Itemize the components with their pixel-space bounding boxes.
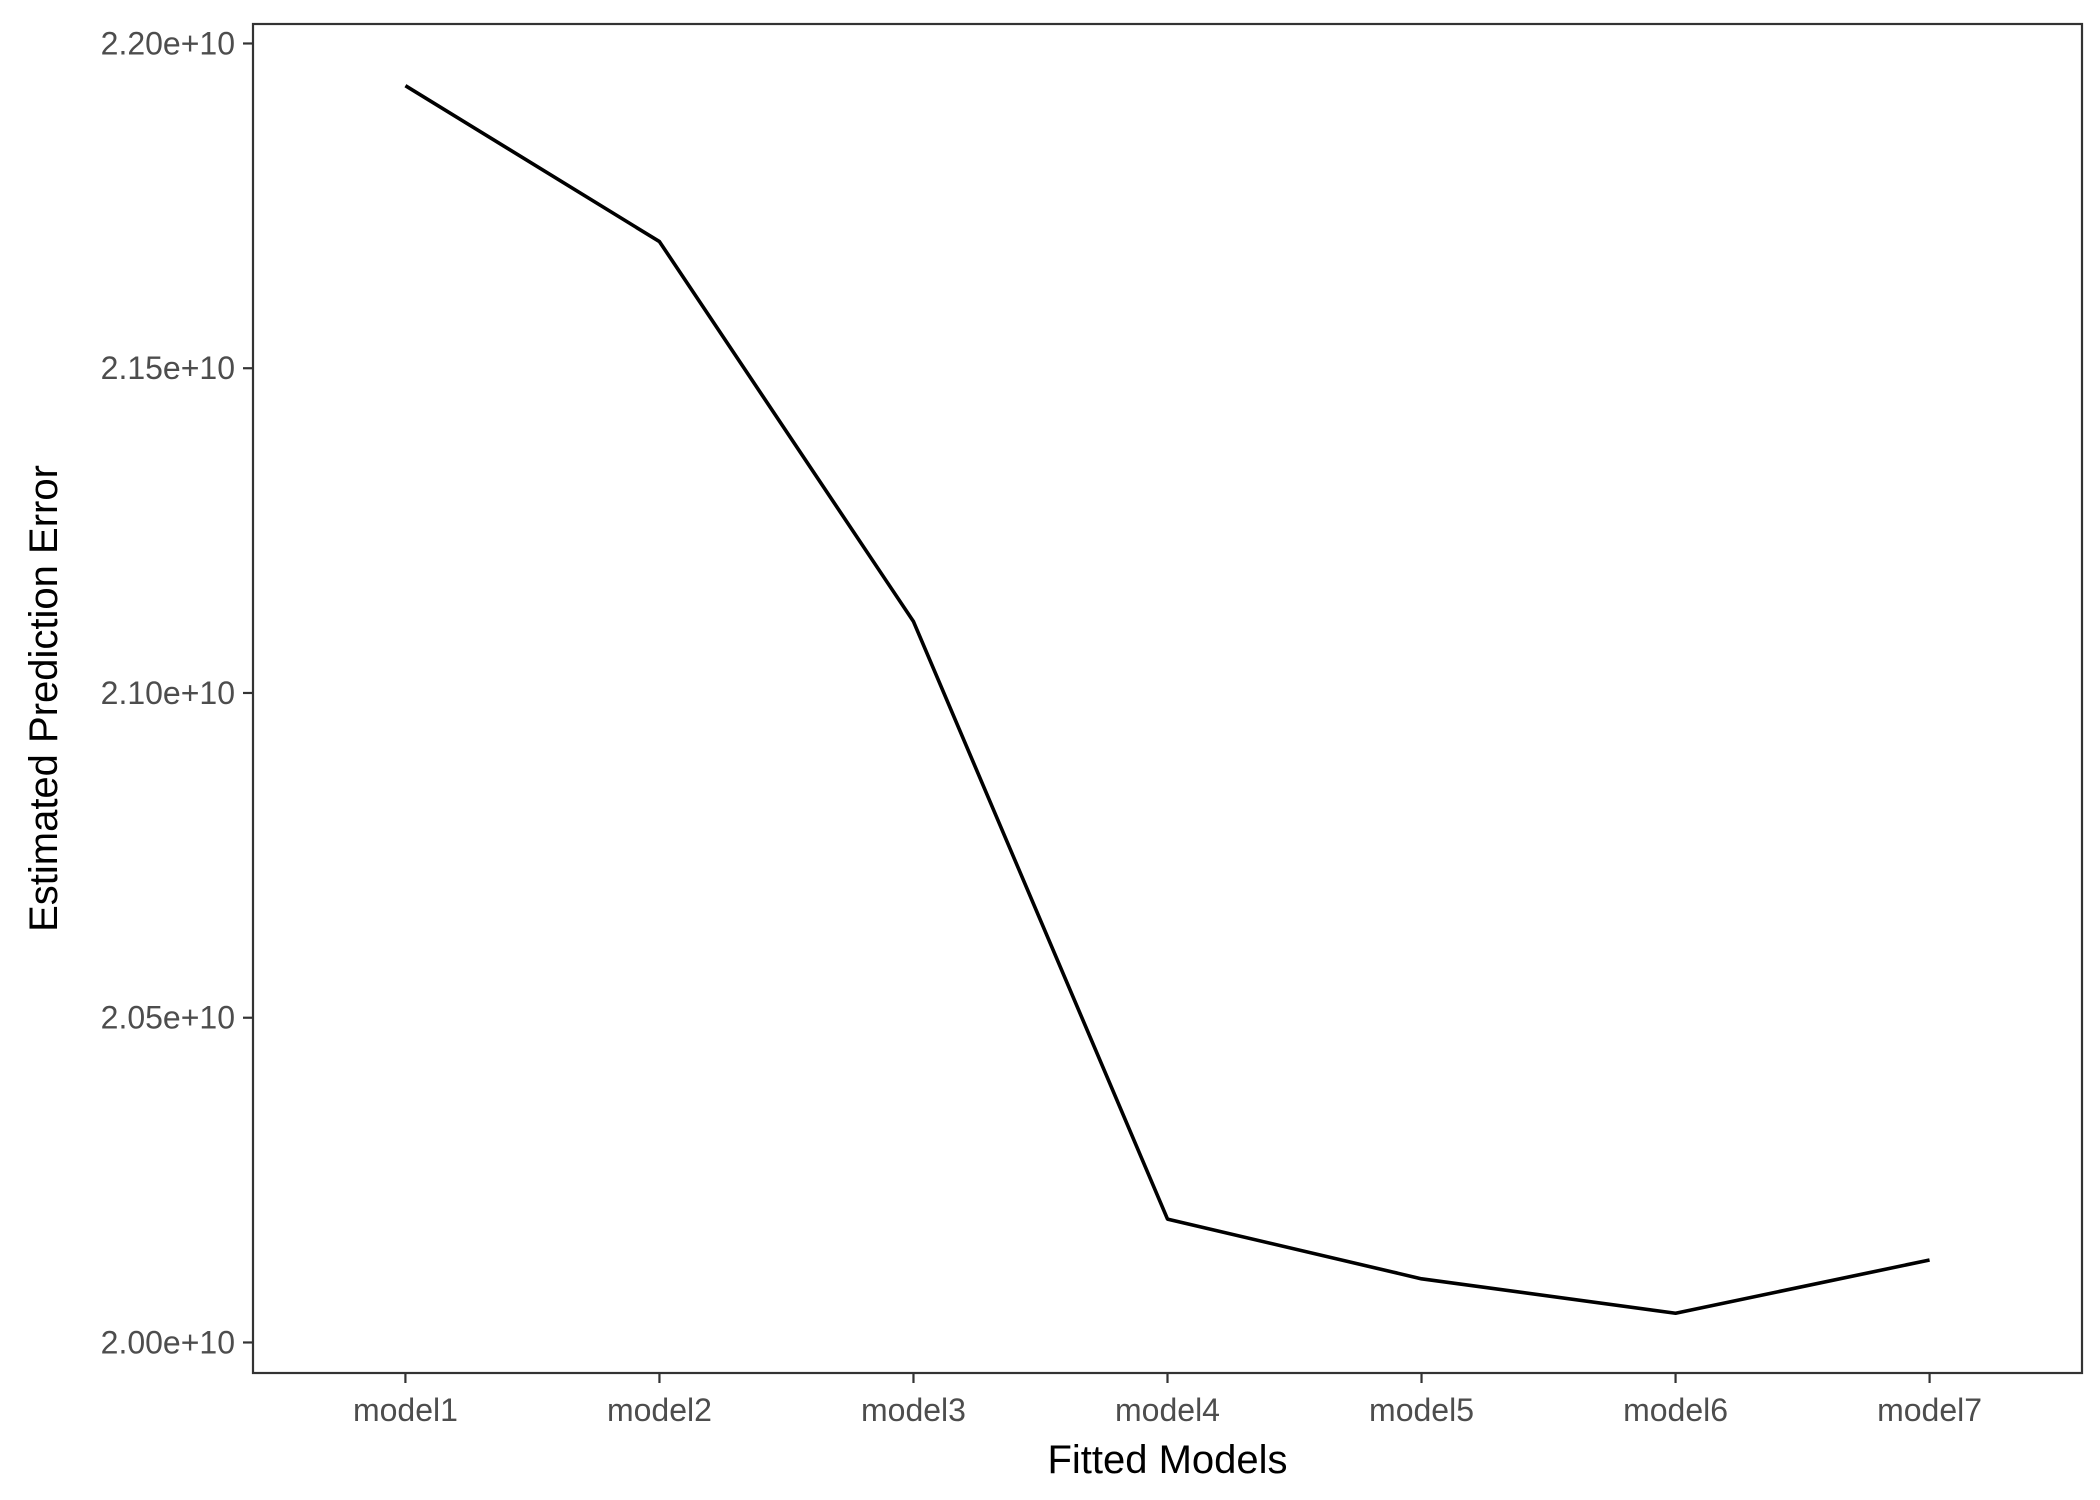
y-tick-label: 2.10e+10: [101, 675, 235, 711]
x-tick-label: model7: [1877, 1392, 1982, 1428]
y-axis-title: Estimated Prediction Error: [22, 465, 66, 932]
data-point-model7: [1928, 1258, 1932, 1262]
y-tick-label: 2.00e+10: [101, 1324, 235, 1360]
x-tick-label: model6: [1623, 1392, 1728, 1428]
x-tick-label: model2: [607, 1392, 712, 1428]
y-tick-label: 2.20e+10: [101, 25, 235, 61]
x-tick-label: model4: [1115, 1392, 1220, 1428]
x-axis: model1 model2 model3 model4 model5 model6 mode…: [353, 1373, 1982, 1428]
y-axis: 2.00e+10 2.05e+10 2.10e+10 2.15e+10 2.20e+10: [101, 25, 253, 1360]
data-point-model2: [657, 240, 661, 244]
y-tick-label: 2.05e+10: [101, 1000, 235, 1036]
data-point-model5: [1420, 1277, 1424, 1281]
data-point-model1: [403, 84, 407, 88]
x-axis-title: Fitted Models: [1047, 1438, 1287, 1482]
data-point-model3: [911, 620, 915, 624]
data-point-model4: [1166, 1217, 1170, 1221]
series-line: [404, 84, 1930, 1316]
y-tick-label: 2.15e+10: [101, 350, 235, 386]
x-tick-label: model5: [1369, 1392, 1474, 1428]
data-point-model6: [1674, 1311, 1678, 1315]
x-tick-label: model3: [861, 1392, 966, 1428]
x-tick-label: model1: [353, 1392, 458, 1428]
